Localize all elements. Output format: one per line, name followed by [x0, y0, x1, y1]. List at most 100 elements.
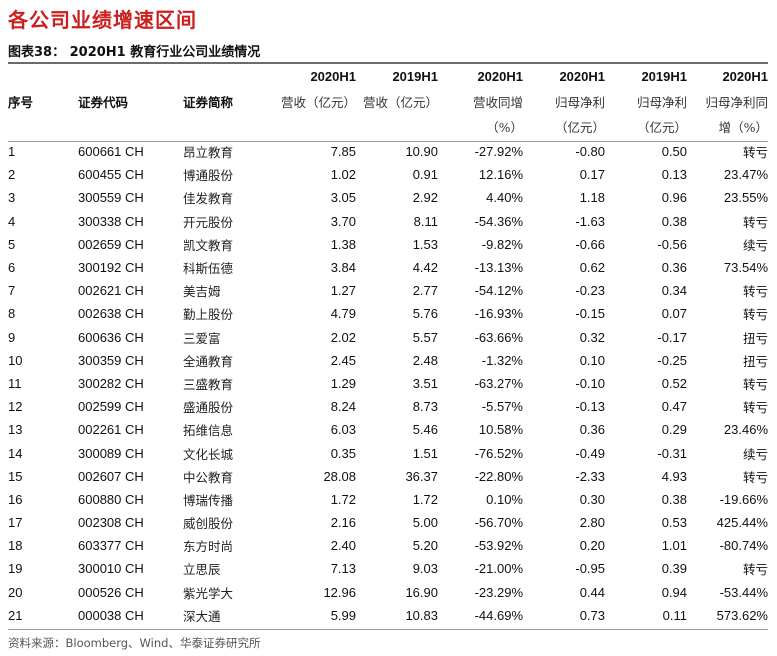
- cell-rev19: 5.57: [412, 329, 438, 345]
- cell-np_yoy: 425.44%: [716, 515, 768, 531]
- cell-name: 勤上股份: [183, 307, 234, 323]
- cell-np19: 0.94: [661, 584, 687, 600]
- cell-rev19: 0.91: [412, 167, 438, 183]
- cell-rev20: 5.99: [330, 607, 356, 623]
- cell-rev_yoy: -9.82%: [481, 236, 523, 252]
- cell-name: 博通股份: [183, 168, 234, 184]
- cell-rev_yoy: -44.69%: [474, 607, 523, 623]
- cell-no: 1: [8, 144, 16, 160]
- column-header-name: 证券简称: [183, 64, 268, 140]
- cell-name: 科斯伍德: [183, 261, 234, 277]
- cell-np19: 0.53: [661, 515, 687, 531]
- cell-np20: 2.80: [579, 515, 605, 531]
- cell-rev_yoy: 4.40%: [486, 190, 523, 206]
- column-header-np19-l3: （亿元）: [636, 120, 687, 135]
- cell-np19: 0.96: [661, 190, 687, 206]
- cell-np20: -0.66: [575, 236, 605, 252]
- cell-rev19: 5.76: [412, 306, 438, 322]
- column-header-no-l2: 序号: [8, 95, 34, 110]
- cell-rev19: 1.51: [412, 445, 438, 461]
- cell-name: 佳发教育: [183, 191, 234, 207]
- cell-rev19: 3.51: [412, 375, 438, 391]
- cell-np20: 1.18: [579, 190, 605, 206]
- cell-np19: 0.13: [661, 167, 687, 183]
- cell-rev19: 4.42: [412, 260, 438, 276]
- cell-rev_yoy: -54.36%: [474, 213, 523, 229]
- cell-np_yoy: 续亏: [742, 446, 768, 462]
- cell-no: 15: [8, 468, 23, 484]
- column-header-np19-l2: 归母净利: [636, 95, 687, 110]
- cell-np_yoy: 73.54%: [723, 260, 768, 276]
- cell-rev_yoy: -54.12%: [474, 283, 523, 299]
- table-row: 10 300359 CH 全通教育 2.45 2.48 -1.32% 0.10 -0.25 扭亏: [8, 349, 768, 372]
- cell-name: 紫光学大: [183, 585, 234, 601]
- cell-np19: 0.34: [661, 283, 687, 299]
- table-row: 12 002599 CH 盛通股份 8.24 8.73 -5.57% -0.13 0.47 转亏: [8, 395, 768, 418]
- cell-np_yoy: 转亏: [742, 284, 768, 300]
- cell-rev19: 2.48: [412, 352, 438, 368]
- cell-rev20: 3.84: [330, 260, 356, 276]
- cell-name: 三爱富: [183, 330, 221, 346]
- cell-rev_yoy: 10.58%: [478, 422, 523, 438]
- cell-np19: 0.38: [661, 213, 687, 229]
- cell-rev19: 5.46: [412, 422, 438, 438]
- cell-np19: 0.50: [661, 144, 687, 160]
- column-header-rev19-l2: 营收（亿元）: [362, 95, 438, 110]
- cell-name: 盛通股份: [183, 400, 234, 416]
- cell-rev19: 1.53: [412, 236, 438, 252]
- cell-code: 600636 CH: [78, 329, 144, 345]
- column-header-rev_yoy-l2: 营收同增: [472, 95, 523, 110]
- table-row: 4 300338 CH 开元股份 3.70 8.11 -54.36% -1.63 0.38 转亏: [8, 210, 768, 233]
- cell-np_yoy: 转亏: [742, 145, 768, 161]
- cell-no: 16: [8, 491, 23, 507]
- cell-np_yoy: 23.55%: [723, 190, 768, 206]
- cell-np20: -0.95: [575, 561, 605, 577]
- column-header-no-l1: [8, 64, 78, 90]
- table-row: 11 300282 CH 三盛教育 1.29 3.51 -63.27% -0.10 0.52 转…: [8, 372, 768, 395]
- cell-rev19: 16.90: [405, 584, 438, 600]
- cell-rev20: 3.05: [330, 190, 356, 206]
- column-header-code-l3: [78, 115, 183, 140]
- cell-rev_yoy: -13.13%: [474, 260, 523, 276]
- cell-name: 立思辰: [183, 562, 221, 578]
- column-header-name-l2: 证券简称: [183, 95, 234, 110]
- column-header-np20-l2: 归母净利: [554, 95, 605, 110]
- table-top-rule: [8, 62, 768, 64]
- column-header-rev19: 2019H1 营收（亿元）: [356, 64, 438, 140]
- cell-np20: -2.33: [575, 468, 605, 484]
- table-row: 15 002607 CH 中公教育 28.08 36.37 -22.80% -2.33 4.9…: [8, 465, 768, 488]
- cell-name: 威创股份: [183, 516, 234, 532]
- column-header-rev19-l1: 2019H1: [392, 69, 438, 84]
- cell-np_yoy: -53.44%: [719, 584, 768, 600]
- cell-np20: -0.80: [575, 144, 605, 160]
- table-row: 14 300089 CH 文化长城 0.35 1.51 -76.52% -0.49 -0.31…: [8, 441, 768, 464]
- column-header-rev_yoy: 2020H1 营收同增 （%）: [438, 64, 523, 140]
- column-header-no-l3: [8, 115, 78, 140]
- column-header-np_yoy-l3: 增（%）: [718, 120, 768, 135]
- table-row: 3 300559 CH 佳发教育 3.05 2.92 4.40% 1.18 0.96 23.55…: [8, 186, 768, 209]
- cell-rev19: 5.20: [412, 538, 438, 554]
- cell-np_yoy: 转亏: [742, 214, 768, 230]
- cell-rev19: 8.11: [413, 213, 438, 229]
- cell-np19: 1.01: [661, 538, 687, 554]
- cell-no: 20: [8, 584, 23, 600]
- column-header-np19: 2019H1 归母净利 （亿元）: [605, 64, 687, 140]
- column-header-rev_yoy-l3: （%）: [486, 120, 523, 135]
- cell-np19: -0.17: [657, 329, 687, 345]
- cell-no: 18: [8, 538, 23, 554]
- table-header: 序号 证券代码 证券简称 2020H1 营收（亿元） 2019H1 营收（亿元） 2020H1…: [8, 64, 768, 140]
- cell-no: 3: [8, 190, 16, 206]
- table-header-rule: [8, 141, 768, 142]
- cell-rev20: 2.16: [330, 515, 356, 531]
- column-header-rev_yoy-l1: 2020H1: [477, 69, 523, 84]
- cell-code: 600661 CH: [78, 144, 144, 160]
- cell-np_yoy: -19.66%: [719, 491, 768, 507]
- cell-rev20: 7.85: [330, 144, 356, 160]
- cell-np20: -0.15: [575, 306, 605, 322]
- cell-rev_yoy: -22.80%: [474, 468, 523, 484]
- cell-rev_yoy: 12.16%: [478, 167, 523, 183]
- cell-np_yoy: 转亏: [742, 562, 768, 578]
- cell-no: 9: [8, 329, 16, 345]
- cell-no: 10: [8, 352, 23, 368]
- cell-no: 21: [8, 607, 23, 623]
